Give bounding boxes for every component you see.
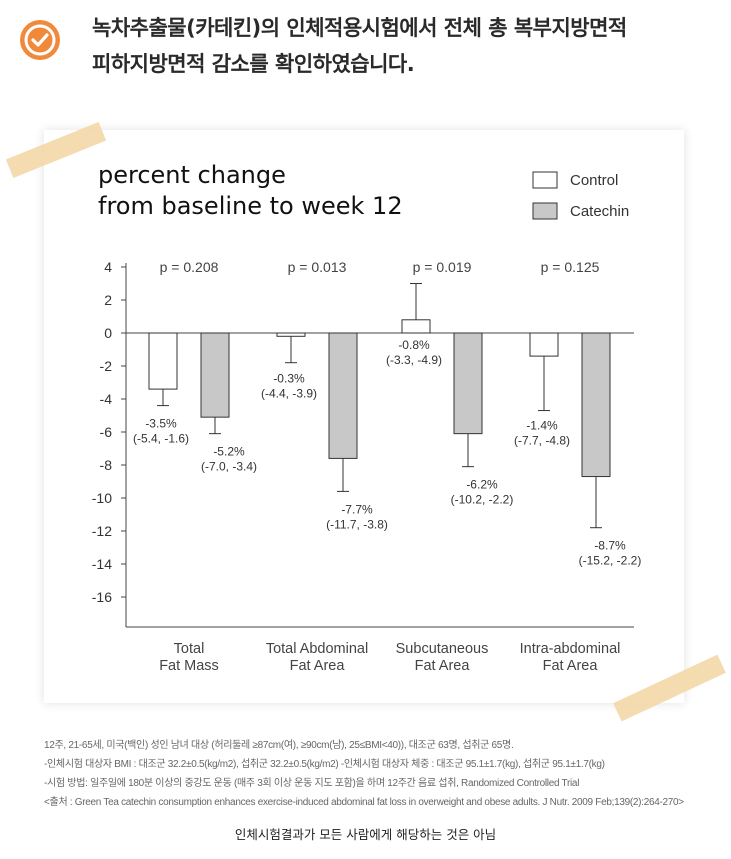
y-tick-label: 2 — [104, 292, 112, 308]
category-label: Subcutaneous — [396, 641, 489, 657]
data-label: (-3.3, -4.9) — [386, 353, 442, 367]
category-label: Fat Mass — [159, 658, 219, 674]
headline-line-1: 녹차추출물(카테킨)의 인체적용시험에서 전체 총 복부지방면적 — [92, 16, 627, 40]
control-bar — [276, 332, 306, 337]
note-line: -시험 방법: 일주일에 180분 이상의 중강도 운동 (매주 3회 이상 운… — [44, 778, 580, 789]
study-notes: 12주, 21-65세, 미국(백인) 성인 남녀 대상 (허리둘레 ≥87cm… — [44, 736, 704, 812]
category-label: Fat Area — [415, 658, 471, 674]
category-label: Total — [174, 641, 205, 657]
control-bar — [529, 332, 559, 357]
legend-label: Control — [570, 172, 618, 189]
data-label: -3.5% — [145, 417, 177, 431]
headline: 녹차추출물(카테킨)의 인체적용시험에서 전체 총 복부지방면적 피하지방면적 … — [92, 10, 712, 82]
control-bar — [148, 332, 178, 390]
chart-card: percent change from baseline to week 12 … — [44, 130, 684, 703]
category-label: Intra-abdominal — [520, 641, 621, 657]
data-label: -7.7% — [341, 502, 373, 516]
y-tick-label: -16 — [92, 589, 112, 605]
data-label: -1.4% — [526, 419, 558, 433]
data-label: -8.7% — [594, 539, 626, 553]
data-label: (-7.7, -4.8) — [514, 434, 570, 448]
category-label: Fat Area — [290, 658, 346, 674]
catechin-bar — [581, 332, 611, 478]
y-tick-label: 0 — [104, 325, 112, 341]
data-label: (-7.0, -3.4) — [201, 460, 257, 474]
p-value-label: p = 0.013 — [288, 259, 347, 275]
data-label: -5.2% — [213, 445, 245, 459]
data-label: (-5.4, -1.6) — [133, 432, 189, 446]
data-label: (-10.2, -2.2) — [451, 493, 514, 507]
legend-label: Catechin — [570, 203, 629, 220]
y-tick-label: -4 — [100, 391, 113, 407]
y-tick-label: -6 — [100, 424, 113, 440]
percent-change-chart: percent change from baseline to week 12 … — [92, 161, 642, 674]
p-value-label: p = 0.019 — [413, 259, 472, 275]
y-tick-label: -12 — [92, 523, 112, 539]
catechin-bar — [328, 332, 358, 459]
legend-swatch — [532, 171, 558, 189]
catechin-bar — [453, 332, 483, 435]
data-label: -0.8% — [398, 338, 430, 352]
legend-swatch — [532, 202, 558, 220]
catechin-bar — [200, 332, 230, 418]
y-tick-label: -14 — [92, 556, 112, 572]
note-line: <출처 : Green Tea catechin consumption enh… — [44, 797, 684, 808]
headline-line-2: 피하지방면적 감소를 확인하였습니다. — [92, 52, 415, 76]
chart-title-line-2: from baseline to week 12 — [98, 192, 403, 220]
y-tick-label: -2 — [100, 358, 113, 374]
y-tick-label: -10 — [92, 490, 112, 506]
note-line: -인체시험 대상자 BMI : 대조군 32.2±0.5(kg/m2), 섭취군… — [44, 759, 605, 770]
data-label: (-11.7, -3.8) — [326, 517, 388, 531]
check-circle-icon — [20, 20, 60, 60]
data-label: -6.2% — [466, 478, 498, 492]
p-value-label: p = 0.125 — [541, 259, 600, 275]
category-label: Total Abdominal — [266, 641, 368, 657]
disclaimer: 인체시험결과가 모든 사람에게 해당하는 것은 아님 — [234, 827, 497, 842]
data-label: -0.3% — [273, 372, 305, 386]
chart-title-line-1: percent change — [98, 161, 286, 189]
y-tick-label: -8 — [100, 457, 113, 473]
note-line: 12주, 21-65세, 미국(백인) 성인 남녀 대상 (허리둘레 ≥87cm… — [44, 740, 514, 751]
category-label: Fat Area — [543, 658, 599, 674]
data-label: (-15.2, -2.2) — [579, 554, 642, 568]
data-label: (-4.4, -3.9) — [261, 387, 317, 401]
control-bar — [401, 319, 431, 334]
p-value-label: p = 0.208 — [160, 259, 219, 275]
y-tick-label: 4 — [104, 259, 112, 275]
